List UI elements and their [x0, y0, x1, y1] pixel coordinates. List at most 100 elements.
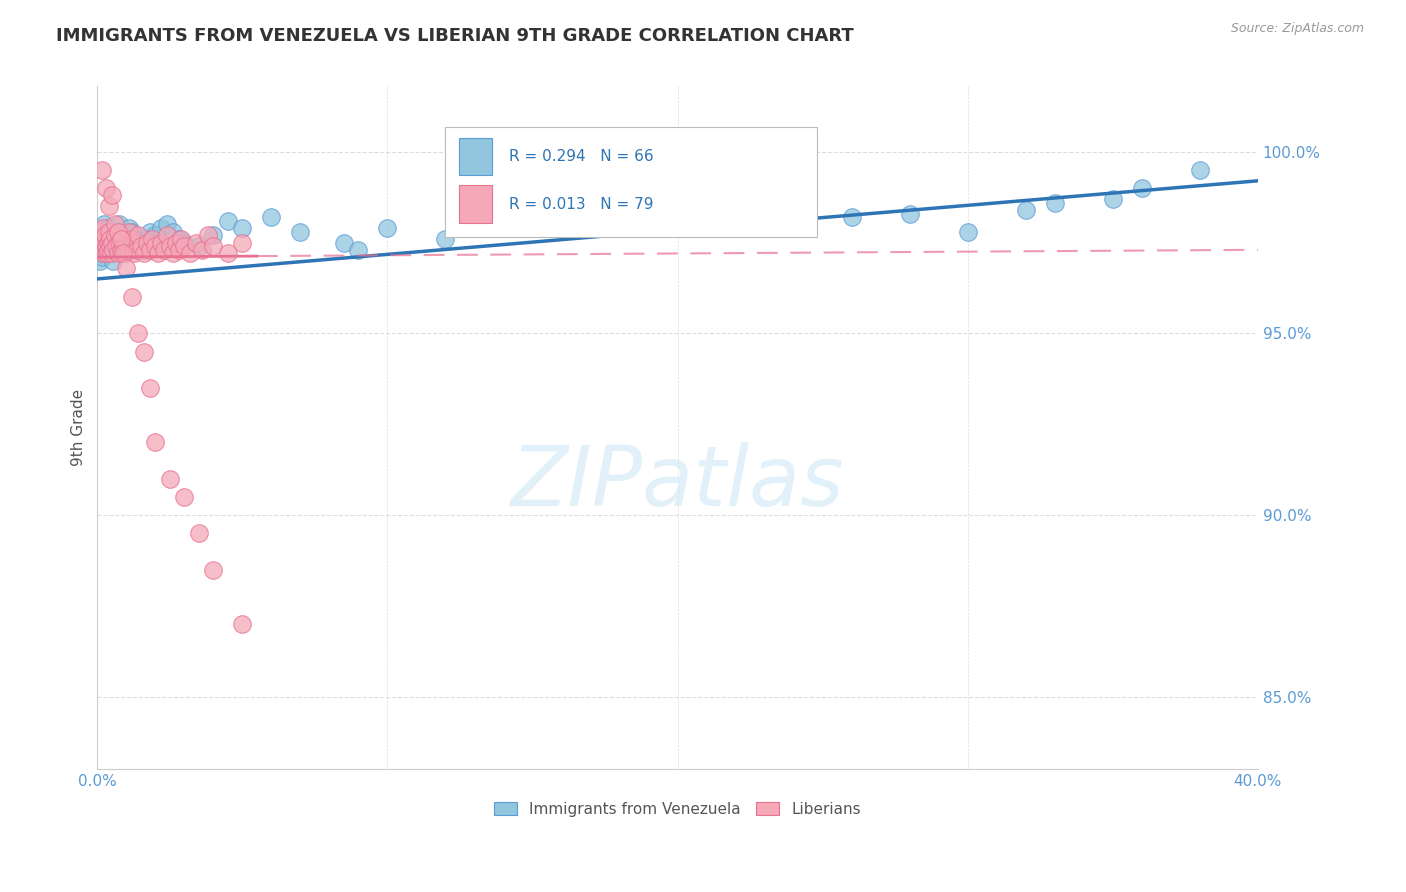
Point [141, 235, 163, 250]
Point [101, 235, 124, 250]
Point [127, 326, 149, 341]
Point [100, 239, 122, 253]
Point [1130, 181, 1153, 195]
Point [93, 243, 115, 257]
Text: ZIPatlas: ZIPatlas [510, 442, 845, 523]
Point [100, 235, 122, 250]
Point [231, 617, 253, 632]
Point [202, 228, 225, 243]
Point [1188, 162, 1211, 177]
Point [135, 235, 157, 250]
Point [87, 243, 110, 257]
Point [115, 235, 138, 250]
Point [125, 243, 148, 257]
Point [231, 235, 253, 250]
Point [94, 228, 117, 243]
Point [89, 235, 111, 250]
Point [89, 225, 111, 239]
Point [90, 162, 112, 177]
Point [117, 243, 139, 257]
Point [202, 239, 225, 253]
Point [841, 210, 863, 224]
Point [94, 243, 117, 257]
Point [179, 246, 201, 260]
Point [98, 232, 121, 246]
Point [956, 225, 979, 239]
Point [138, 225, 160, 239]
Point [111, 239, 134, 253]
Point [127, 235, 149, 250]
Text: R = 0.294   N = 66: R = 0.294 N = 66 [509, 149, 654, 164]
Point [87, 246, 110, 260]
Point [105, 239, 128, 253]
Text: Source: ZipAtlas.com: Source: ZipAtlas.com [1230, 22, 1364, 36]
Point [153, 243, 176, 257]
Text: IMMIGRANTS FROM VENEZUELA VS LIBERIAN 9TH GRADE CORRELATION CHART: IMMIGRANTS FROM VENEZUELA VS LIBERIAN 9T… [56, 27, 853, 45]
Point [1043, 195, 1066, 210]
Point [492, 206, 515, 220]
Point [217, 213, 239, 227]
Point [132, 246, 155, 260]
Point [110, 243, 132, 257]
Point [90, 232, 112, 246]
Point [138, 243, 160, 257]
Point [118, 221, 141, 235]
Point [89, 235, 111, 250]
Point [156, 218, 179, 232]
Point [103, 243, 125, 257]
Point [187, 239, 209, 253]
Point [347, 243, 370, 257]
Point [121, 290, 143, 304]
Point [187, 526, 209, 541]
Point [124, 235, 146, 250]
Point [94, 181, 117, 195]
Point [114, 246, 136, 260]
Point [197, 228, 219, 243]
Point [104, 235, 127, 250]
Point [333, 235, 356, 250]
Point [105, 225, 128, 239]
Point [434, 232, 457, 246]
Point [108, 218, 131, 232]
Point [150, 221, 173, 235]
Point [91, 246, 114, 260]
Point [217, 246, 239, 260]
Point [115, 228, 138, 243]
Point [112, 246, 135, 260]
Point [141, 232, 163, 246]
Point [170, 232, 193, 246]
Point [107, 246, 129, 260]
Point [173, 239, 195, 253]
Point [696, 218, 718, 232]
Point [90, 239, 112, 253]
Point [159, 239, 181, 253]
Point [90, 250, 112, 264]
Point [135, 232, 157, 246]
Point [162, 225, 184, 239]
Point [94, 225, 117, 239]
Point [1015, 202, 1038, 217]
Point [97, 243, 120, 257]
Point [132, 344, 155, 359]
Point [121, 239, 143, 253]
Point [101, 188, 124, 202]
Point [1101, 192, 1123, 206]
Point [97, 199, 120, 213]
Point [96, 235, 118, 250]
Point [89, 253, 111, 268]
Point [100, 246, 122, 260]
Point [148, 246, 170, 260]
Point [96, 235, 118, 250]
Point [124, 232, 146, 246]
Point [127, 228, 149, 243]
Point [112, 239, 135, 253]
Point [91, 221, 114, 235]
FancyBboxPatch shape [460, 137, 492, 175]
Point [898, 206, 921, 220]
FancyBboxPatch shape [446, 128, 817, 236]
Point [145, 239, 167, 253]
Point [98, 225, 121, 239]
Point [145, 435, 167, 450]
Point [202, 562, 225, 576]
Legend: Immigrants from Venezuela, Liberians: Immigrants from Venezuela, Liberians [488, 796, 868, 823]
